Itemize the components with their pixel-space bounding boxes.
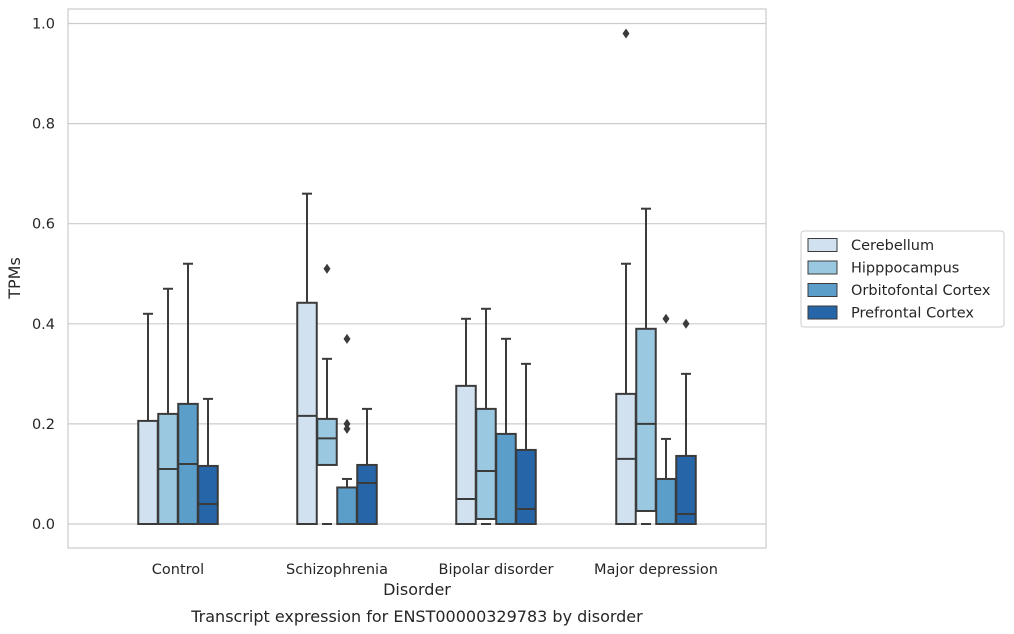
- box-cerebellum: [296, 192, 318, 525]
- box-body: [356, 463, 378, 526]
- legend-swatch: [807, 260, 838, 275]
- y-tick-label: 0.2: [32, 417, 55, 433]
- box-body: [675, 454, 697, 526]
- box-hipppocampus: [475, 307, 497, 525]
- boxes: [137, 28, 697, 526]
- outlier-point: [323, 263, 331, 274]
- x-tick-label: Schizophrenia: [286, 562, 388, 578]
- legend-swatch: [807, 238, 838, 252]
- x-axis-title: Disorder: [383, 580, 451, 599]
- box-body: [137, 419, 159, 525]
- box-orbitofontal-cortex: [177, 262, 199, 526]
- box-orbitofontal-cortex: [495, 337, 517, 525]
- legend-swatch: [807, 305, 838, 320]
- box-hipppocampus: [157, 287, 179, 526]
- x-tick-label: Bipolar disorder: [439, 562, 554, 578]
- legend-label: Cerebellum: [851, 238, 934, 254]
- box-body: [455, 384, 477, 525]
- box-cerebellum: [615, 28, 637, 525]
- y-tick-label: 0.8: [32, 117, 55, 133]
- x-tick-label: Control: [152, 562, 204, 578]
- box-body: [475, 407, 497, 520]
- y-tick-label: 0.0: [32, 517, 55, 533]
- legend-swatch: [807, 283, 838, 297]
- box-hipppocampus: [316, 263, 338, 525]
- x-axis-ticks: Control Schizophrenia Bipolar disorder Majo…: [152, 562, 718, 578]
- outlier-point: [662, 313, 670, 324]
- box-prefrontal-cortex: [515, 362, 537, 525]
- legend-label: Hipppocampus: [851, 261, 959, 277]
- y-axis-title: TPMs: [5, 257, 24, 300]
- box-body: [655, 477, 677, 525]
- box-prefrontal-cortex: [197, 397, 219, 525]
- y-axis-ticks: 0.0 0.2 0.4 0.6 0.8 1.0: [32, 17, 55, 534]
- legend-frame: [800, 230, 1005, 328]
- y-tick-label: 1.0: [32, 17, 55, 33]
- box-cerebellum: [455, 317, 477, 525]
- box-body: [635, 327, 657, 512]
- legend: Cerebellum Hipppocampus Orbitofontal Corte…: [800, 230, 1005, 328]
- box-orbitofontal-cortex: [655, 313, 677, 525]
- outlier-point: [343, 418, 351, 429]
- box-body: [495, 432, 517, 525]
- box-body: [336, 486, 358, 525]
- outlier-point: [682, 318, 690, 329]
- box-hipppocampus: [635, 207, 657, 525]
- box-body: [296, 301, 318, 525]
- y-tick-label: 0.4: [32, 317, 55, 333]
- box-body: [515, 448, 537, 525]
- box-prefrontal-cortex: [675, 318, 697, 526]
- box-cerebellum: [137, 312, 159, 525]
- box-body: [316, 417, 338, 466]
- legend-label: Prefrontal Cortex: [851, 306, 974, 322]
- plot-area: [67, 8, 767, 549]
- chart-caption: Transcript expression for ENST0000032978…: [190, 607, 643, 626]
- x-tick-label: Major depression: [594, 562, 718, 578]
- box-body: [197, 464, 219, 525]
- outlier-point: [343, 423, 351, 434]
- y-tick-label: 0.6: [32, 217, 55, 233]
- outlier-point: [622, 28, 630, 39]
- legend-label: Orbitofontal Cortex: [851, 283, 991, 299]
- box-prefrontal-cortex: [356, 407, 378, 526]
- outlier-point: [343, 333, 351, 344]
- box-orbitofontal-cortex: [336, 333, 358, 525]
